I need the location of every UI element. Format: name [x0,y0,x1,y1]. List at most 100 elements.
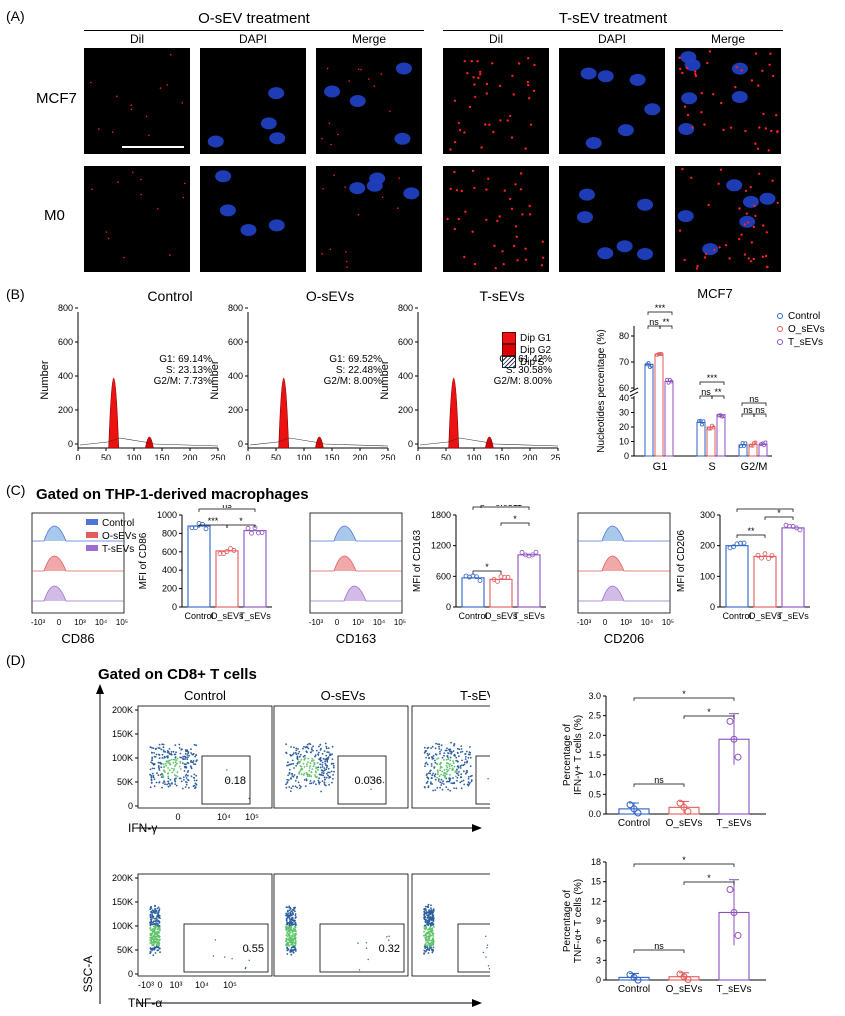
event-dot [286,953,289,955]
event-dot [449,774,451,776]
sig-label: ns [755,405,765,415]
event-dot [434,789,437,791]
event-dot [423,916,426,918]
event-dot [453,787,455,789]
event-dot [428,757,431,759]
flow-tick-label: 10³ [620,618,632,627]
event-dot [424,928,427,931]
dil-dot [337,133,339,136]
event-dot [169,759,171,762]
event-dot [166,783,168,786]
y-axis-label: Nucleotides percentage (%) [596,329,607,452]
flow-peak [578,525,670,542]
event-dot [310,760,313,762]
y-tick-label: 1000 [157,510,177,520]
event-dot [438,775,441,777]
event-dot [155,781,158,784]
event-dot [161,753,164,756]
event-dot [297,781,300,784]
event-dot [193,773,196,776]
event-dot [456,779,458,782]
legend-item: Dip S [502,356,551,368]
event-dot [331,745,334,748]
legend-text: T_sEVs [788,337,823,348]
event-dot [466,760,468,763]
event-dot [157,920,159,923]
event-dot [425,782,428,784]
data-point [762,551,768,557]
event-dot [327,747,330,749]
nucleus [678,122,695,135]
event-dot [463,783,466,786]
event-dot [158,944,160,947]
event-dot [158,947,161,950]
event-dot [321,780,324,783]
data-point [684,975,692,983]
sig-label: ns [654,775,664,785]
data-point [731,544,736,550]
micrograph-svg [91,171,186,259]
event-dot [286,778,289,781]
gate [475,755,490,805]
gate [201,755,251,805]
gated-dot [369,776,371,778]
event-dot [320,790,322,793]
y-axis-label-1: Percentage of [562,890,573,952]
data-point [530,552,535,558]
event-dot [464,756,467,758]
event-dot [158,928,161,931]
event-dot [288,923,291,926]
micrograph-svg [215,170,285,237]
event-dot [440,778,443,781]
event-dot [162,775,165,778]
mfi-chart-0: 0 200 400 600 800 1000 MFI of CD86 ControlO_sEV… [138,505,272,621]
event-dot [456,760,459,763]
event-dot [434,759,436,762]
event-dot [286,906,288,909]
micrograph-merge [316,48,422,154]
dil-dot [722,128,725,132]
event-dot [427,948,430,951]
event-dot [286,949,289,952]
event-dot [175,774,177,777]
x-tick-label: 150 [324,453,339,460]
event-dot [306,751,308,754]
dil-dot [502,263,505,266]
nucleus [702,243,719,256]
event-dot [167,772,170,775]
dil-dot [90,81,92,84]
event-dot [294,932,297,935]
histogram-2: 0501001502002500200400600800Channals (PI… [379,303,560,460]
event-dot [187,752,189,755]
event-dot [150,929,152,932]
event-dot [431,917,433,919]
event-dot [158,743,161,746]
data-point [217,551,223,557]
event-dot [469,752,472,754]
dil-dot [181,102,184,104]
event-dot [297,748,299,750]
event-dot [305,779,308,782]
stat-g1: G1: 61.42% [499,354,552,365]
dil-dot [681,167,684,171]
plot-frame [137,873,273,977]
event-dot [150,933,153,936]
event-dot [439,765,442,768]
dil-dot [700,92,703,95]
data-point [707,426,711,431]
legend-text: T-sEVs [102,544,134,555]
event-dot [309,782,311,785]
dil-dot [357,213,360,216]
y-tick-label: 10 [619,437,629,447]
nucleus [395,62,412,75]
event-dot [157,774,160,777]
event-dot [285,928,287,931]
y-tick-label: 100K [112,753,133,763]
dil-dot [512,244,516,248]
dil-dot [771,74,775,78]
flow-peak [310,585,402,602]
event-dot [431,943,433,946]
event-dot [169,784,171,787]
dil-dot [473,186,476,190]
